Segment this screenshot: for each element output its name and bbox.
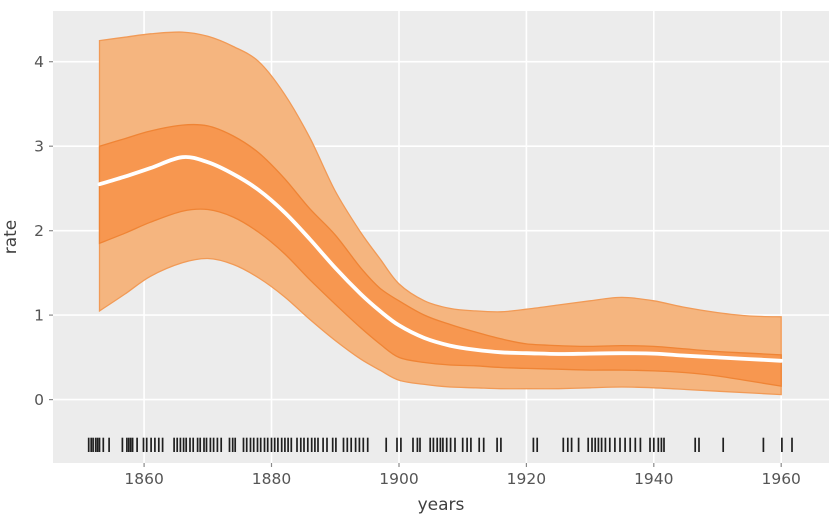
x-tick-label: 1880	[252, 470, 291, 488]
confidence-bands	[98, 31, 782, 396]
x-tick-label: 1860	[124, 470, 163, 488]
axis-ticks	[49, 61, 782, 467]
y-tick-label: 1	[34, 307, 44, 325]
x-tick-label: 1920	[507, 470, 546, 488]
y-tick-label: 4	[34, 53, 44, 71]
inner-credible-band	[98, 123, 782, 387]
mean-rate-line	[97, 155, 784, 363]
mean-line-group	[97, 155, 784, 363]
x-tick-label: 1900	[379, 470, 418, 488]
y-tick-label: 0	[34, 391, 44, 409]
x-axis-label: years	[418, 495, 465, 515]
x-tick-label: 1960	[761, 470, 800, 488]
tick-labels: 1860 1880 1900 1920 1940 1960 0 1 2 3 4	[34, 53, 801, 488]
y-tick-label: 3	[34, 138, 44, 156]
y-axis-label: rate	[1, 220, 21, 255]
outer-credible-band	[98, 31, 782, 396]
x-tick-label: 1940	[634, 470, 673, 488]
rug-marks	[87, 437, 793, 452]
y-tick-label: 2	[34, 222, 44, 240]
